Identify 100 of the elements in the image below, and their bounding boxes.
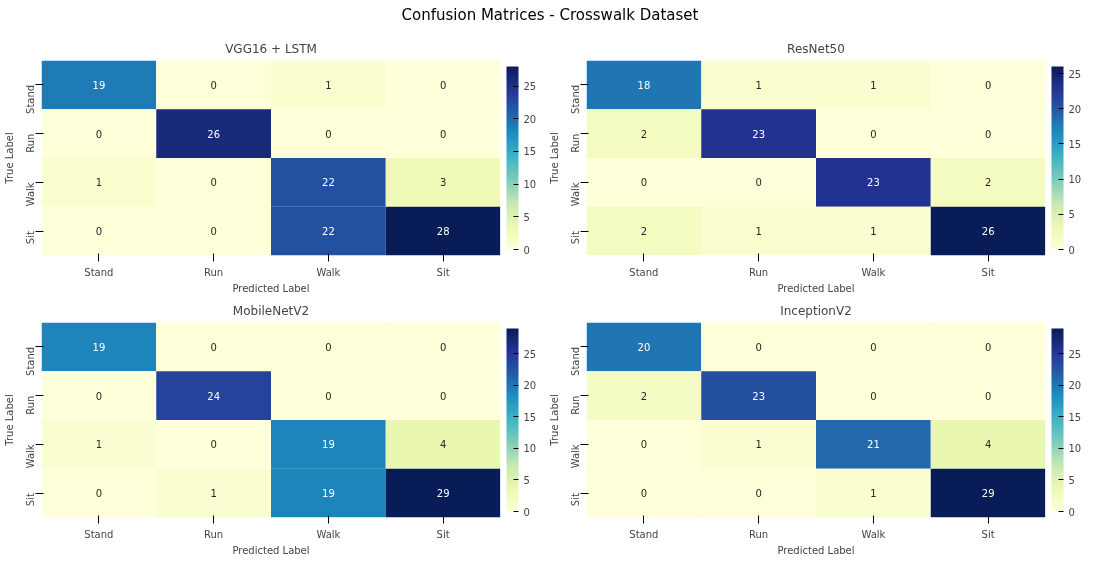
text: Confusion Matrices - Crosswalk Dataset (401, 5, 699, 26)
x-tick-label: Sit (981, 266, 995, 278)
data-label: 23 (867, 177, 880, 189)
x-tick-label: Stand (629, 266, 659, 278)
data-label: 0 (95, 226, 103, 238)
data-label: 18 (637, 79, 651, 91)
data-label: 26 (207, 128, 220, 140)
y-axis-title: True Label (548, 394, 560, 447)
x-tick-label: Run (204, 266, 224, 278)
color-bar-label: 0 (1068, 244, 1075, 256)
data-label: 0 (640, 439, 648, 451)
y-tick-label: Sit (25, 493, 36, 507)
data-label: 0 (95, 488, 103, 500)
data-label: 0 (439, 79, 447, 91)
data-label: 1 (870, 226, 877, 238)
data-label: 0 (870, 390, 877, 402)
color-bar-label: 5 (523, 211, 530, 223)
data-label: 22 (322, 226, 335, 238)
data-label: 29 (981, 488, 995, 500)
color-bar-label: 25 (523, 348, 537, 360)
data-label: 21 (867, 439, 880, 451)
y-tick-label: Walk (570, 182, 581, 207)
color-bar-label: 25 (523, 81, 537, 93)
color-bar-label: 5 (1068, 209, 1075, 221)
color-bar-label: 10 (523, 179, 537, 191)
data-label: 1 (755, 79, 762, 91)
y-tick-label: Walk (570, 444, 581, 469)
chart-title: ResNet50 (787, 41, 845, 56)
x-tick-label: Walk (861, 528, 886, 540)
data-label: 24 (207, 390, 220, 402)
data-label: 2 (640, 390, 648, 402)
data-label: 0 (755, 177, 762, 189)
data-label: 2 (984, 177, 992, 189)
data-label: 26 (981, 226, 995, 238)
y-tick-label: Walk (25, 182, 36, 207)
y-tick-label: Run (25, 395, 36, 415)
x-tick-label: Stand (84, 528, 114, 540)
data-label: 0 (984, 341, 992, 353)
x-tick-label: Stand (84, 266, 114, 278)
color-bar-label: 5 (1068, 474, 1075, 486)
color-bar-label: 15 (1068, 411, 1082, 423)
y-tick-label: Sit (25, 231, 36, 245)
color-bar-label: 5 (523, 474, 530, 486)
y-tick-label: Walk (25, 444, 36, 469)
x-tick-label: Run (749, 266, 769, 278)
data-label: 0 (210, 79, 217, 91)
data-label: 0 (95, 390, 103, 402)
color-bar-label: 20 (523, 380, 537, 392)
y-tick-label: Stand (570, 84, 581, 114)
data-label: 0 (95, 128, 103, 140)
data-label: 4 (984, 439, 992, 451)
y-tick-label: Stand (25, 84, 36, 114)
data-label: 0 (984, 390, 992, 402)
data-label: 19 (92, 341, 106, 353)
data-label: 22 (322, 177, 335, 189)
x-tick-label: Stand (629, 528, 659, 540)
data-label: 0 (984, 79, 992, 91)
color-bar-label: 0 (1068, 506, 1075, 518)
x-tick-label: Walk (316, 528, 341, 540)
data-label: 0 (755, 341, 762, 353)
data-label: 0 (640, 177, 648, 189)
data-label: 1 (755, 226, 762, 238)
x-axis-title: Predicted Label (777, 282, 855, 294)
x-axis-title: Predicted Label (777, 544, 855, 556)
data-label: 0 (325, 341, 332, 353)
color-bar-label: 20 (1068, 103, 1082, 115)
x-tick-label: Sit (436, 528, 450, 540)
data-label: 1 (325, 79, 332, 91)
data-label: 29 (436, 488, 450, 500)
data-label: 3 (439, 177, 447, 189)
chart-title: InceptionV2 (780, 303, 852, 318)
color-bar-label: 10 (1068, 174, 1082, 186)
y-tick-label: Stand (25, 346, 36, 376)
color-bar-label: 25 (1068, 68, 1082, 80)
data-label: 1 (870, 488, 877, 500)
data-label: 1 (95, 177, 103, 189)
x-tick-label: Run (749, 528, 769, 540)
data-label: 23 (752, 390, 765, 402)
color-bar-label: 20 (523, 113, 537, 125)
x-tick-label: Sit (436, 266, 450, 278)
data-label: 0 (210, 439, 217, 451)
y-tick-label: Run (570, 133, 581, 153)
x-tick-label: Run (204, 528, 224, 540)
color-bar-label: 0 (523, 506, 530, 518)
data-label: 23 (752, 128, 765, 140)
data-label: 0 (870, 341, 877, 353)
y-tick-label: Run (570, 395, 581, 415)
y-axis-title: True Label (3, 132, 15, 185)
data-label: 0 (755, 488, 762, 500)
data-label: 19 (322, 439, 335, 451)
data-label: 19 (92, 79, 106, 91)
data-label: 2 (640, 128, 648, 140)
y-axis-title: True Label (3, 394, 15, 447)
data-label: 1 (210, 488, 217, 500)
color-bar-label: 15 (523, 146, 537, 158)
chart-title: MobileNetV2 (232, 303, 310, 318)
y-tick-label: Sit (570, 231, 581, 245)
data-label: 19 (322, 488, 335, 500)
x-tick-label: Walk (316, 266, 341, 278)
data-label: 0 (640, 488, 648, 500)
